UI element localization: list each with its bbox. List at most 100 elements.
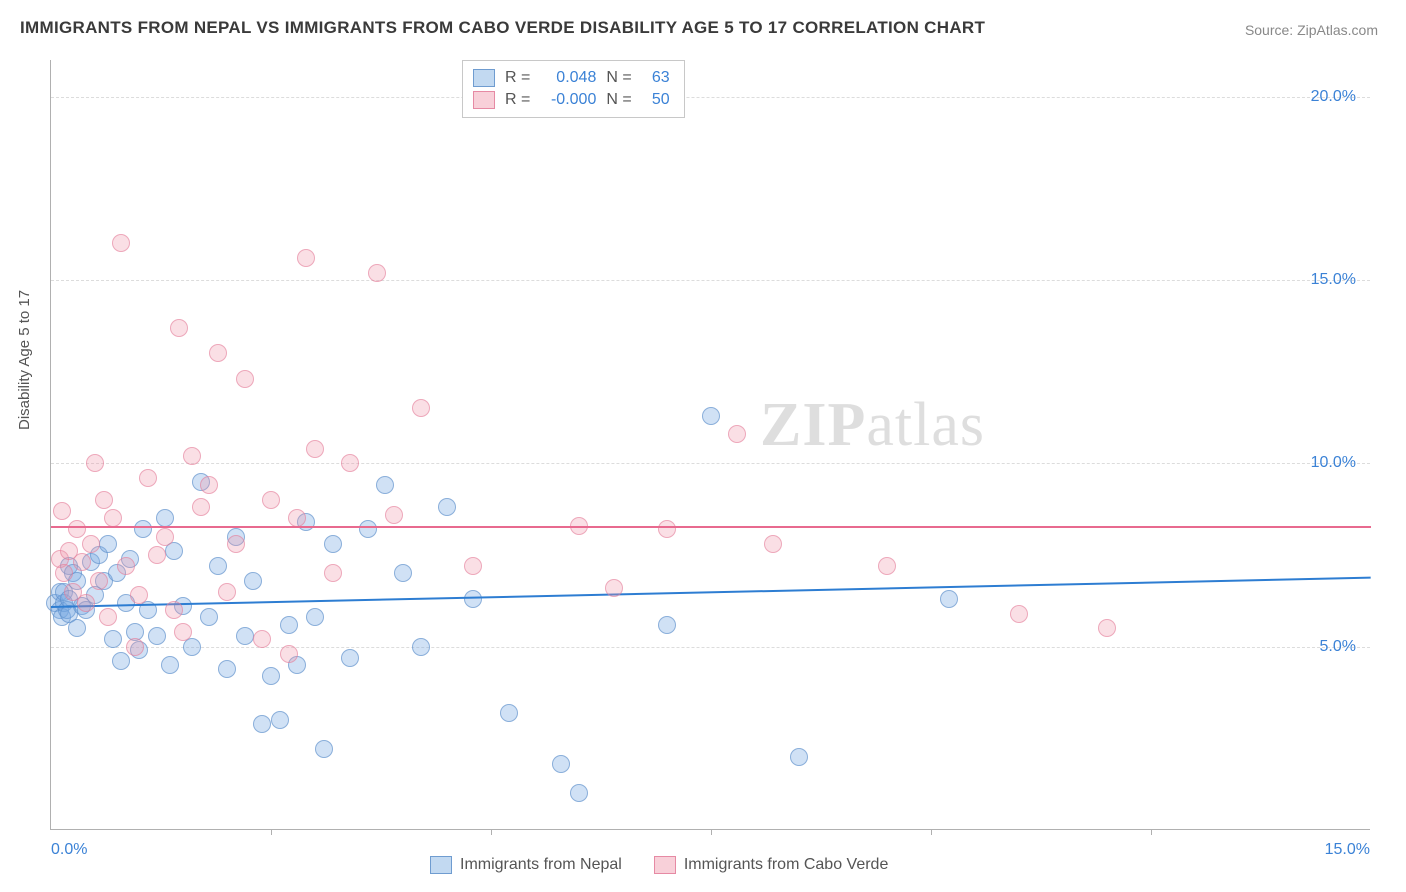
regression-line — [51, 526, 1371, 528]
r-value-nepal: 0.048 — [540, 69, 596, 87]
swatch-blue-icon — [473, 69, 495, 87]
scatter-point — [99, 535, 117, 553]
bottom-legend: Immigrants from Nepal Immigrants from Ca… — [430, 856, 888, 874]
scatter-point — [209, 557, 227, 575]
scatter-point — [104, 509, 122, 527]
scatter-point — [271, 711, 289, 729]
x-tick-label-left: 0.0% — [51, 841, 87, 859]
scatter-point — [764, 535, 782, 553]
scatter-point — [55, 564, 73, 582]
scatter-point — [112, 234, 130, 252]
scatter-point — [148, 627, 166, 645]
scatter-point — [376, 476, 394, 494]
y-axis-label: Disability Age 5 to 17 — [16, 290, 33, 430]
scatter-point — [341, 649, 359, 667]
scatter-point — [385, 506, 403, 524]
scatter-point — [104, 630, 122, 648]
chart-title: IMMIGRANTS FROM NEPAL VS IMMIGRANTS FROM… — [20, 18, 985, 38]
scatter-point — [324, 564, 342, 582]
x-tick-mark — [931, 829, 932, 835]
x-tick-mark — [271, 829, 272, 835]
scatter-point — [280, 616, 298, 634]
scatter-point — [209, 344, 227, 362]
legend-swatch-blue-icon — [430, 856, 452, 874]
x-tick-mark — [711, 829, 712, 835]
scatter-point — [570, 784, 588, 802]
scatter-point — [200, 608, 218, 626]
scatter-point — [218, 583, 236, 601]
gridline — [51, 97, 1370, 98]
scatter-point — [86, 454, 104, 472]
scatter-point — [236, 627, 254, 645]
scatter-point — [297, 249, 315, 267]
scatter-point — [324, 535, 342, 553]
chart-plot-area: 5.0%10.0%15.0%20.0%0.0%15.0% — [50, 60, 1370, 830]
y-tick-label: 5.0% — [1320, 638, 1356, 656]
scatter-point — [134, 520, 152, 538]
x-tick-label-right: 15.0% — [1325, 841, 1370, 859]
scatter-point — [288, 509, 306, 527]
scatter-point — [262, 667, 280, 685]
scatter-point — [394, 564, 412, 582]
gridline — [51, 647, 1370, 648]
scatter-point — [658, 520, 676, 538]
scatter-point — [95, 491, 113, 509]
scatter-point — [170, 319, 188, 337]
n-label-2: N = — [606, 91, 631, 109]
scatter-point — [174, 623, 192, 641]
n-value-nepal: 63 — [642, 69, 670, 87]
scatter-point — [790, 748, 808, 766]
scatter-point — [139, 469, 157, 487]
scatter-point — [702, 407, 720, 425]
scatter-point — [68, 520, 86, 538]
r-label: R = — [505, 69, 530, 87]
scatter-point — [552, 755, 570, 773]
stats-row-nepal: R = 0.048 N = 63 — [473, 67, 670, 89]
scatter-point — [341, 454, 359, 472]
scatter-point — [1010, 605, 1028, 623]
scatter-point — [183, 447, 201, 465]
scatter-point — [244, 572, 262, 590]
scatter-point — [306, 608, 324, 626]
y-tick-label: 20.0% — [1311, 88, 1356, 106]
scatter-point — [156, 528, 174, 546]
scatter-point — [500, 704, 518, 722]
scatter-point — [73, 553, 91, 571]
legend-item-cabo: Immigrants from Cabo Verde — [654, 856, 889, 874]
scatter-point — [126, 638, 144, 656]
scatter-point — [148, 546, 166, 564]
scatter-point — [130, 586, 148, 604]
scatter-point — [90, 572, 108, 590]
r-label-2: R = — [505, 91, 530, 109]
legend-label-cabo: Immigrants from Cabo Verde — [684, 856, 889, 874]
scatter-point — [253, 715, 271, 733]
scatter-point — [464, 590, 482, 608]
scatter-point — [878, 557, 896, 575]
y-tick-label: 15.0% — [1311, 271, 1356, 289]
r-value-cabo: -0.000 — [540, 91, 596, 109]
n-value-cabo: 50 — [642, 91, 670, 109]
scatter-point — [464, 557, 482, 575]
stats-legend-box: R = 0.048 N = 63 R = -0.000 N = 50 — [462, 60, 685, 118]
scatter-point — [658, 616, 676, 634]
legend-label-nepal: Immigrants from Nepal — [460, 856, 622, 874]
scatter-point — [156, 509, 174, 527]
scatter-point — [605, 579, 623, 597]
scatter-point — [53, 502, 71, 520]
gridline — [51, 280, 1370, 281]
scatter-point — [1098, 619, 1116, 637]
scatter-point — [412, 638, 430, 656]
scatter-point — [77, 594, 95, 612]
legend-item-nepal: Immigrants from Nepal — [430, 856, 622, 874]
scatter-point — [99, 608, 117, 626]
scatter-point — [117, 557, 135, 575]
scatter-point — [438, 498, 456, 516]
scatter-point — [315, 740, 333, 758]
scatter-point — [280, 645, 298, 663]
scatter-point — [227, 535, 245, 553]
scatter-point — [112, 652, 130, 670]
swatch-pink-icon — [473, 91, 495, 109]
legend-swatch-pink-icon — [654, 856, 676, 874]
stats-row-cabo: R = -0.000 N = 50 — [473, 89, 670, 111]
scatter-point — [940, 590, 958, 608]
